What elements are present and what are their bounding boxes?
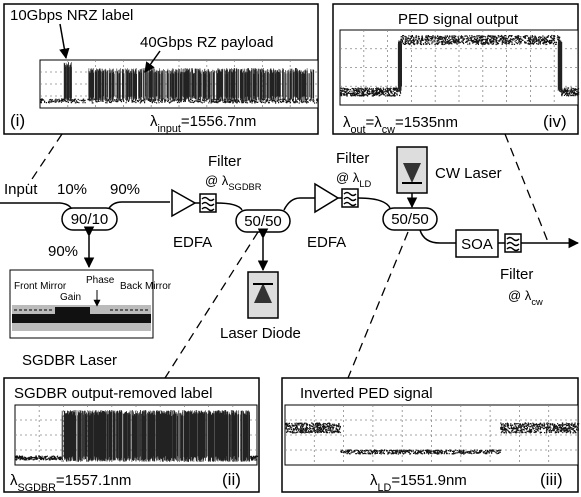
trace xyxy=(557,40,563,92)
panel-title: PED signal output xyxy=(398,11,519,28)
label-annotation: 10Gbps NRZ label xyxy=(10,7,133,24)
subscript: out xyxy=(351,124,366,136)
trace xyxy=(560,87,580,97)
split-label: 10% xyxy=(57,181,87,198)
text-part: λ xyxy=(343,114,351,131)
fiber xyxy=(419,229,456,244)
fiber xyxy=(195,202,243,211)
subscript: LD xyxy=(378,482,392,494)
split-label: 90% xyxy=(110,181,140,198)
sgdbr-laser-label: SGDBR Laser xyxy=(22,352,117,369)
edfa xyxy=(314,182,340,214)
edfa-label: EDFA xyxy=(173,234,212,251)
filter-label: Filter xyxy=(500,266,533,283)
filter-icon xyxy=(199,193,217,213)
trace xyxy=(250,455,259,461)
edfa-label: EDFA xyxy=(307,234,346,251)
text-part: λ xyxy=(370,472,378,489)
grid xyxy=(340,30,578,105)
arrow xyxy=(144,50,161,73)
trace xyxy=(500,422,580,434)
section-label: Phase xyxy=(86,275,115,286)
text-part: =1551.9nm xyxy=(391,472,466,489)
soa xyxy=(455,229,499,258)
trace xyxy=(340,449,502,455)
coupler-label: 90/10 xyxy=(71,211,109,228)
panel-index: (ii) xyxy=(222,470,241,489)
text-part: λ xyxy=(150,113,158,130)
fiber xyxy=(107,201,170,211)
subscript: input xyxy=(158,123,181,135)
split-label: 90% xyxy=(48,243,78,260)
filter-label: Filter xyxy=(336,150,369,167)
input-label: Input xyxy=(4,181,38,198)
panel-index: (i) xyxy=(10,111,25,130)
filter-wavelength: @ λLD xyxy=(336,170,372,189)
laser-diode-icon xyxy=(247,271,279,319)
fiber xyxy=(338,197,391,209)
leader xyxy=(347,231,409,379)
wavelength: λLD=1551.9nm xyxy=(370,472,467,494)
trace xyxy=(63,62,72,102)
sgdbr-chip xyxy=(9,269,154,339)
trace xyxy=(397,40,402,92)
wavelength: λinput=1556.7nm xyxy=(150,113,256,135)
coupler-label: 50/50 xyxy=(244,213,282,230)
panel-title: Inverted PED signal xyxy=(300,385,433,402)
panel-index: (iii) xyxy=(540,470,563,489)
edfa xyxy=(171,188,197,218)
section-label: Back Mirror xyxy=(120,281,172,292)
text-part: =1535nm xyxy=(395,114,458,131)
leader xyxy=(164,231,259,379)
wavelength: λSGDBR=1557.1nm xyxy=(10,472,131,494)
fiber xyxy=(0,202,73,211)
leader xyxy=(27,133,63,186)
wavelength: λout=λcw=1535nm xyxy=(343,114,458,136)
trace xyxy=(285,422,341,434)
soa-label: SOA xyxy=(461,236,493,253)
filter-wavelength: @ λSGDBR xyxy=(205,173,262,192)
coupler xyxy=(382,207,438,231)
cw-laser-label: CW Laser xyxy=(435,165,502,182)
panel-index: (iv) xyxy=(543,112,567,131)
subscript: cw xyxy=(382,124,395,136)
section-label: Gain xyxy=(60,292,81,303)
arrow xyxy=(59,23,70,60)
trace xyxy=(88,68,315,102)
text-part: =1556.7nm xyxy=(181,113,256,130)
section-label: Front Mirror xyxy=(14,281,67,292)
panel-title: SGDBR output-removed label xyxy=(14,385,212,402)
payload-annotation: 40Gbps RZ payload xyxy=(140,34,273,51)
subscript: SGDBR xyxy=(18,482,57,494)
trace xyxy=(340,87,402,97)
leader xyxy=(504,133,549,243)
trace xyxy=(61,410,250,462)
trace xyxy=(400,34,561,46)
filter-icon xyxy=(341,188,359,208)
text-part: =λ xyxy=(366,114,383,131)
subscript: LD xyxy=(359,179,371,189)
filter-wavelength: @ λcw xyxy=(508,288,543,307)
coupler-label: 50/50 xyxy=(391,211,429,228)
text-part: =1557.1nm xyxy=(56,472,131,489)
filter-label: Filter xyxy=(208,153,241,170)
text-part: λ xyxy=(10,472,18,489)
fiber xyxy=(283,197,315,211)
scope-screens xyxy=(14,29,580,466)
text-part: @ λ xyxy=(205,173,229,188)
grid xyxy=(285,405,578,465)
cw-laser-icon xyxy=(396,146,428,194)
laser-diode-label: Laser Diode xyxy=(220,325,301,342)
text-part: @ λ xyxy=(336,170,360,185)
filter-icon xyxy=(504,233,522,253)
subscript: SGDBR xyxy=(228,182,261,192)
text-part: @ λ xyxy=(508,288,532,303)
subscript: cw xyxy=(531,297,543,307)
